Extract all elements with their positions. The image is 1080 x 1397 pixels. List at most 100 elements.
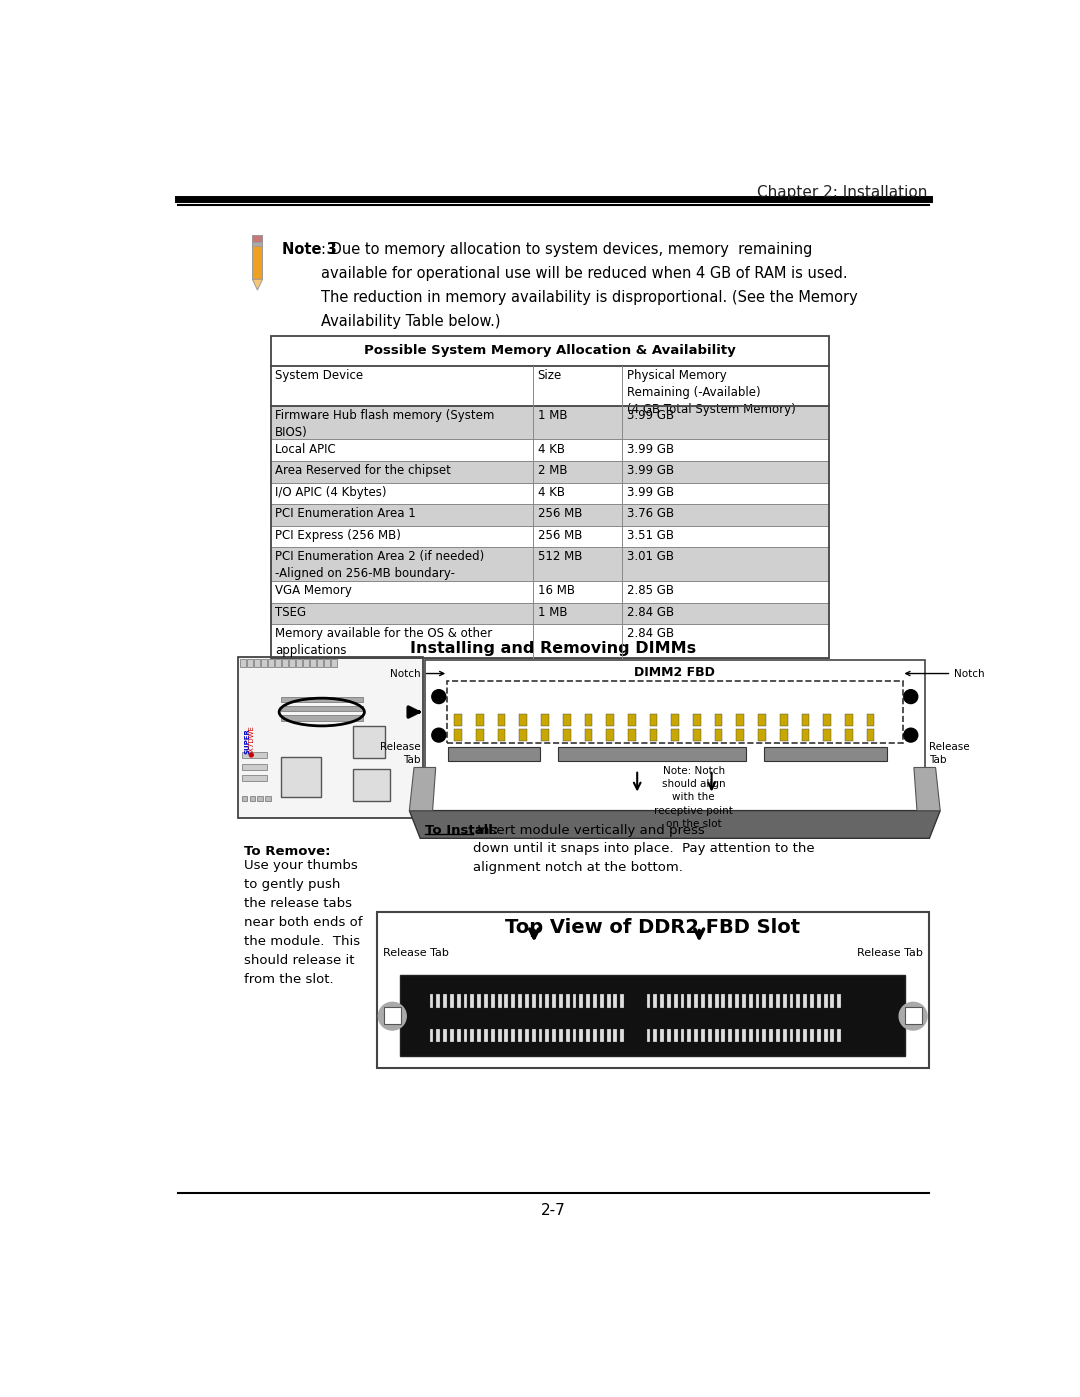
Bar [728,993,732,1007]
Text: 2-7: 2-7 [541,1203,566,1218]
Bar [271,548,828,581]
Bar [789,1028,794,1042]
Bar [715,993,718,1007]
Bar [586,993,590,1007]
Bar [694,993,698,1007]
Polygon shape [409,767,435,810]
Text: VGA Memory: VGA Memory [275,584,352,597]
Bar [271,337,828,658]
Bar [424,659,924,813]
Bar [783,993,786,1007]
Bar [756,1028,759,1042]
Bar [775,993,780,1007]
Bar [541,714,549,726]
Circle shape [904,690,918,704]
Bar [545,1028,550,1042]
Bar [627,729,636,740]
Bar [436,993,441,1007]
Bar [477,993,481,1007]
Bar [647,993,650,1007]
Bar [255,659,260,666]
Text: Note: Notch
should align
with the
receptive point
on the slot: Note: Notch should align with the recept… [654,766,733,828]
Text: Release
Tab: Release Tab [380,742,421,764]
Bar [742,993,746,1007]
Bar [613,1028,618,1042]
Bar [707,1028,712,1042]
Bar [572,1028,577,1042]
Bar [653,993,658,1007]
Text: System Device: System Device [275,369,363,381]
Bar [620,1028,624,1042]
Bar [281,705,363,711]
Text: Release Tab: Release Tab [856,949,922,958]
Bar [694,1028,698,1042]
Text: SUPER: SUPER [244,728,251,754]
Text: 1 MB: 1 MB [538,606,567,619]
Bar [519,729,527,740]
Bar [242,752,267,759]
Bar [559,1028,563,1042]
Text: 4 KB: 4 KB [538,486,565,499]
Bar [737,729,744,740]
Bar [552,993,556,1007]
Bar [484,1028,488,1042]
Text: Use your thumbs
to gently push
the release tabs
near both ends of
the module.  T: Use your thumbs to gently push the relea… [243,859,362,986]
Bar [353,768,390,802]
Circle shape [378,1002,406,1030]
Bar [318,659,323,666]
Bar [680,1028,685,1042]
Bar [660,993,664,1007]
Bar [430,993,433,1007]
Bar [796,993,800,1007]
Bar [525,1028,529,1042]
Bar [572,993,577,1007]
Bar [310,659,315,666]
Bar [271,366,828,405]
Bar [281,757,321,796]
Circle shape [904,728,918,742]
Bar [430,1028,433,1042]
Bar [593,993,597,1007]
Text: Physical Memory
Remaining (-Available)
(4 GB Total System Memory): Physical Memory Remaining (-Available) (… [626,369,796,416]
Bar [490,1028,495,1042]
Text: Notch: Notch [390,669,444,679]
Text: 3.99 GB: 3.99 GB [626,464,674,478]
Bar [780,729,787,740]
Bar [457,993,461,1007]
Bar [783,1028,786,1042]
Bar [810,1028,814,1042]
Text: 2 MB: 2 MB [538,464,567,478]
Bar [672,714,679,726]
Bar [837,1028,841,1042]
Bar [566,1028,569,1042]
Bar [584,714,592,726]
Bar [735,993,739,1007]
Bar [257,796,262,802]
Bar [271,602,828,624]
Text: Insert module vertically and press
down until it snaps into place.  Pay attentio: Insert module vertically and press down … [473,824,814,873]
Bar [271,461,828,482]
Bar [563,729,570,740]
Bar [748,993,753,1007]
Text: Area Reserved for the chipset: Area Reserved for the chipset [275,464,451,478]
Bar [498,993,501,1007]
Bar [748,1028,753,1042]
Bar [282,659,287,666]
Bar [593,1028,597,1042]
Polygon shape [409,810,941,838]
Bar [471,1028,474,1042]
Text: Size: Size [538,369,562,381]
Text: Top View of DDR2 FBD Slot: Top View of DDR2 FBD Slot [505,918,800,937]
Bar [443,1028,447,1042]
Bar [775,1028,780,1042]
Bar [436,1028,441,1042]
Bar [758,714,766,726]
Bar [823,714,831,726]
Bar [649,729,658,740]
Polygon shape [253,235,262,242]
Bar [762,993,766,1007]
Bar [559,993,563,1007]
Bar [660,1028,664,1042]
Bar [242,764,267,770]
Bar [693,729,701,740]
